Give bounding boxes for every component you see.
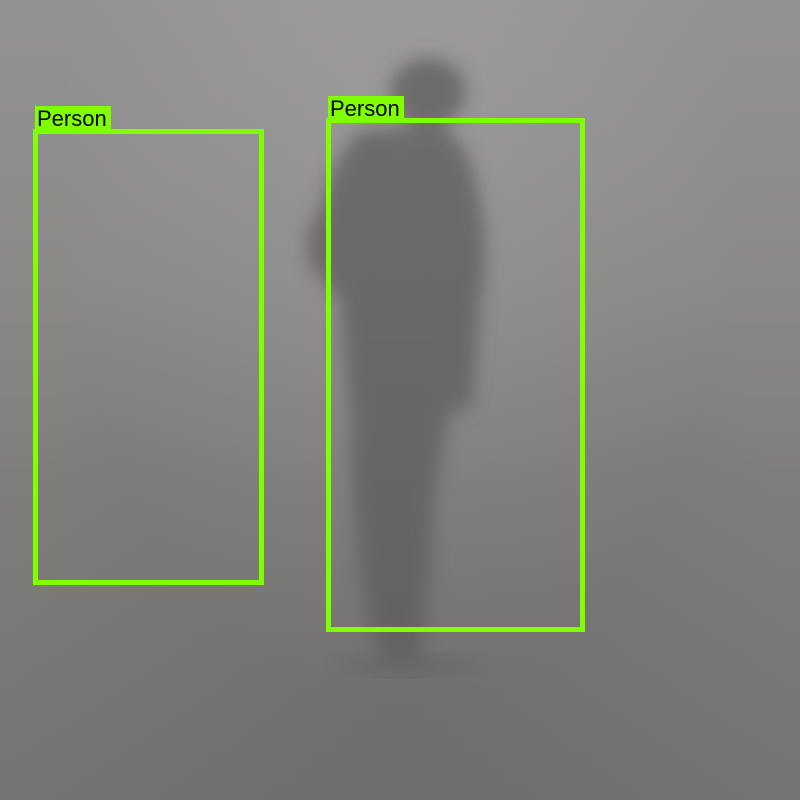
detection-box-person-2 (326, 118, 585, 632)
detection-label-person-1: Person (35, 106, 111, 132)
detection-label-person-2: Person (328, 96, 404, 122)
detection-box-person-1 (33, 129, 264, 585)
